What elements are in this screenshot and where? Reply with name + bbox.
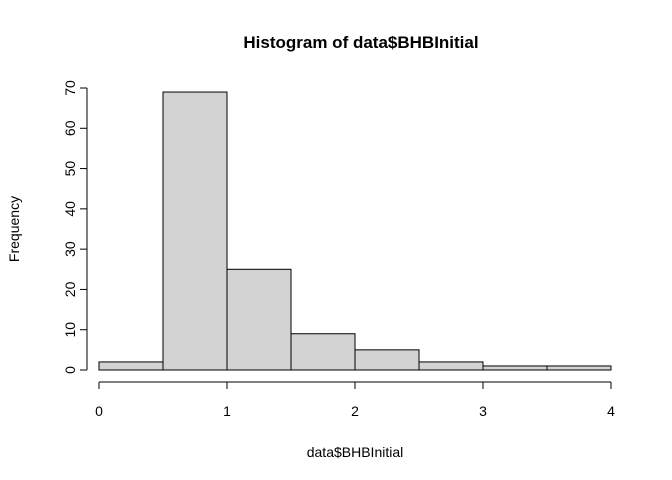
histogram-bar bbox=[354, 349, 420, 371]
histogram-bar bbox=[418, 361, 484, 371]
y-tick-label: 50 bbox=[62, 161, 78, 177]
histogram-bar bbox=[290, 333, 356, 371]
histogram-bar bbox=[546, 365, 612, 371]
x-tick-label: 3 bbox=[479, 403, 487, 419]
y-tick-label: 40 bbox=[62, 201, 78, 217]
histogram-bar bbox=[226, 268, 292, 371]
y-tick-label: 0 bbox=[62, 366, 78, 374]
y-axis: 0 10 20 30 40 50 60 70 bbox=[62, 80, 88, 374]
x-tick-label: 2 bbox=[351, 403, 359, 419]
x-tick-label: 1 bbox=[223, 403, 231, 419]
y-tick-label: 60 bbox=[62, 120, 78, 136]
x-tick-label: 0 bbox=[95, 403, 103, 419]
x-axis: 0 1 2 3 4 bbox=[95, 381, 615, 419]
chart-title: Histogram of data$BHBInitial bbox=[243, 33, 478, 52]
histogram-bar bbox=[162, 91, 228, 371]
histogram-bar bbox=[482, 365, 548, 371]
x-tick-label: 4 bbox=[607, 403, 615, 419]
bars-group bbox=[98, 91, 612, 371]
y-tick-label: 10 bbox=[62, 322, 78, 338]
x-axis-label: data$BHBInitial bbox=[307, 444, 404, 460]
y-tick-label: 20 bbox=[62, 281, 78, 297]
y-tick-label: 70 bbox=[62, 80, 78, 96]
y-tick-label: 30 bbox=[62, 241, 78, 257]
histogram-bar bbox=[98, 361, 164, 371]
y-axis-label: Frequency bbox=[6, 196, 22, 262]
